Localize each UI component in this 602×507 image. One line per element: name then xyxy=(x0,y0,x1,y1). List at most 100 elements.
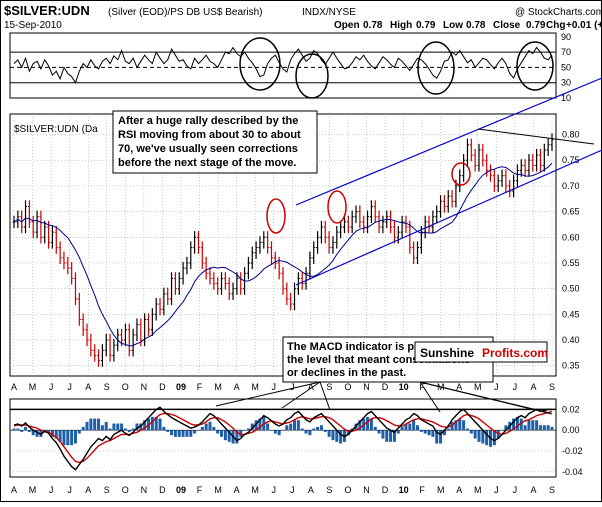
macd-histogram-bar xyxy=(97,418,101,431)
macd-histogram-bar xyxy=(131,428,135,431)
pointer-line xyxy=(319,381,331,411)
macd-pointer-lines xyxy=(215,381,553,415)
macd-histogram-bar xyxy=(35,430,39,437)
month-label: F xyxy=(419,382,425,392)
macd-histogram-bar xyxy=(58,430,62,442)
macd-histogram-bar xyxy=(312,428,316,431)
macd-histogram-bar xyxy=(512,418,516,431)
rsi-highlight-ellipse xyxy=(516,41,554,91)
macd-histogram-bar xyxy=(373,426,377,431)
price-tick-label: 0.75 xyxy=(562,155,580,165)
macd-histogram-bar xyxy=(189,430,193,437)
month-label: A xyxy=(530,485,536,495)
macd-histogram-bar xyxy=(300,428,304,431)
macd-histogram-bar xyxy=(323,430,327,432)
month-label: S xyxy=(104,485,110,495)
month-label: A xyxy=(308,485,314,495)
month-label: J xyxy=(290,382,295,392)
rsi-tick-label: 70 xyxy=(561,47,571,57)
macd-histogram-bar xyxy=(481,430,485,444)
rsi-layer: 90 70 50 30 10 xyxy=(10,32,571,103)
price-tick-label: 0.45 xyxy=(562,309,580,319)
date-label: 15-Sep-2010 xyxy=(4,20,62,31)
macd-histogram-bar xyxy=(527,420,531,431)
macd-tick-label: -0.04 xyxy=(562,467,583,477)
macd-histogram-bar xyxy=(250,423,254,431)
macd-histogram-bar xyxy=(538,425,542,431)
low-label: Low xyxy=(443,20,463,31)
logo-text-b: Profits.com xyxy=(482,346,548,360)
open-value: 0.78 xyxy=(363,20,383,31)
month-label: J xyxy=(271,485,276,495)
macd-histogram-bar xyxy=(396,430,400,434)
macd-histogram-bar xyxy=(212,426,216,431)
macd-panel xyxy=(9,398,557,478)
chg-label: Chg xyxy=(546,20,565,31)
price-tick-label: 0.70 xyxy=(562,181,580,191)
month-label: J xyxy=(49,485,54,495)
macd-histogram-bar xyxy=(154,416,158,431)
macd-histogram-bar xyxy=(204,423,208,431)
macd-histogram-bar xyxy=(104,421,108,431)
symbol-title: $SILVER:UDN xyxy=(4,3,90,18)
macd-histogram-bar xyxy=(123,428,127,431)
chg-value: +0.01 (+0.97%) xyxy=(566,20,602,31)
macd-histogram-bar xyxy=(12,428,16,431)
macd-frame xyxy=(9,398,557,478)
pointer-line xyxy=(215,381,321,407)
macd-histogram-bar xyxy=(285,425,289,431)
low-value: 0.78 xyxy=(466,20,486,31)
macd-histogram-bar xyxy=(496,430,500,439)
macd-histogram-bar xyxy=(158,418,162,431)
macd-histogram-bar xyxy=(135,423,139,431)
month-label: F xyxy=(197,485,203,495)
price-tick-label: 0.35 xyxy=(562,361,580,371)
month-label: J xyxy=(67,382,72,392)
macd-histogram-bar xyxy=(200,426,204,431)
macd-histogram-bar xyxy=(519,418,523,431)
macd-histogram-bar xyxy=(116,423,120,431)
macd-histogram-bar xyxy=(389,430,393,442)
resistance-line xyxy=(477,128,595,145)
price-legend: $SILVER:UDN (Da xyxy=(14,124,98,135)
macd-histogram-bar xyxy=(181,430,185,437)
rsi-tick-label: 10 xyxy=(561,93,571,103)
month-label: D xyxy=(159,485,166,495)
symbol-description: (Silver (EOD)/PS DB US$ Bearish) xyxy=(108,7,262,18)
pointer-line xyxy=(281,381,321,409)
close-value: 0.79 xyxy=(526,20,546,31)
month-label: J xyxy=(271,382,276,392)
price-layer: 0.80 0.75 0.70 0.65 0.60 0.55 0.50 0.45 0.40 0.35 xyxy=(10,77,602,376)
macd-histogram-bar xyxy=(62,430,66,446)
price-highlight-ellipse xyxy=(451,162,471,186)
macd-histogram-bar xyxy=(66,430,70,446)
macd-layer: 0.02 0.00 -0.02 -0.04 xyxy=(10,404,583,477)
macd-histogram-bar xyxy=(20,430,24,432)
macd-histogram-bar xyxy=(93,418,97,431)
macd-histogram-bar xyxy=(465,428,469,431)
month-label: N xyxy=(141,485,148,495)
logo-text-a: Sunshine xyxy=(420,346,474,360)
month-label: M xyxy=(214,382,222,392)
macd-histogram-bar xyxy=(542,425,546,431)
rsi-line xyxy=(13,46,553,84)
month-label: A xyxy=(530,382,536,392)
macd-histogram-bar xyxy=(546,425,550,431)
macd-histogram-bar xyxy=(208,421,212,431)
month-label: A xyxy=(456,382,462,392)
macd-histogram-bar xyxy=(427,430,431,436)
month-label: O xyxy=(122,485,129,495)
rsi-note-line-2: RSI moving from about 30 to about xyxy=(118,129,301,141)
macd-histogram-bar xyxy=(419,430,423,432)
macd-histogram-bar xyxy=(289,423,293,431)
macd-histogram-bar xyxy=(392,430,396,442)
macd-histogram-bar xyxy=(50,430,54,437)
month-label: S xyxy=(326,382,332,392)
macd-histogram-bar xyxy=(243,430,247,431)
macd-histogram-bar xyxy=(173,430,177,437)
macd-histogram-bar xyxy=(523,425,527,431)
price-tick-label: 0.60 xyxy=(562,232,580,242)
channel-lower xyxy=(295,149,602,286)
month-label: D xyxy=(159,382,166,392)
